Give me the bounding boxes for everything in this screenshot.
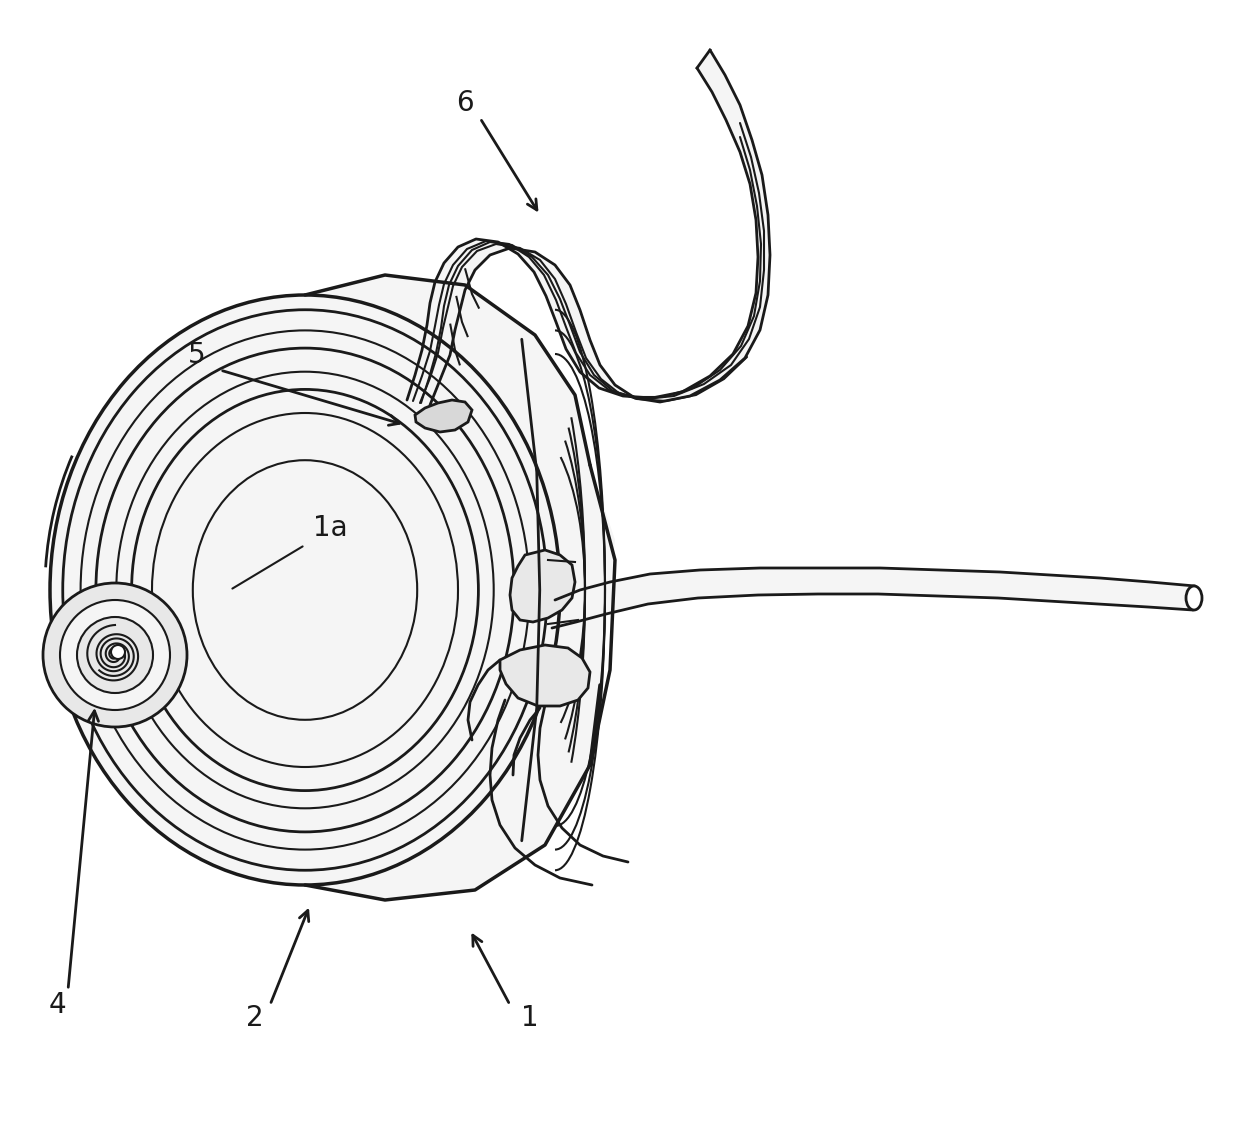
Polygon shape <box>305 275 615 900</box>
Text: 5: 5 <box>188 341 206 369</box>
Ellipse shape <box>1186 586 1202 610</box>
Polygon shape <box>553 568 1194 627</box>
Polygon shape <box>510 550 575 622</box>
Text: 4: 4 <box>48 992 66 1019</box>
Text: 1: 1 <box>522 1004 539 1032</box>
Polygon shape <box>406 50 769 405</box>
Polygon shape <box>501 645 590 706</box>
Text: 2: 2 <box>247 1004 264 1032</box>
Circle shape <box>43 583 187 727</box>
Text: 6: 6 <box>456 89 473 117</box>
Polygon shape <box>415 400 472 432</box>
Ellipse shape <box>50 295 560 885</box>
Text: 1a: 1a <box>313 514 348 542</box>
Circle shape <box>112 645 125 660</box>
Circle shape <box>77 617 152 693</box>
Circle shape <box>59 600 170 710</box>
